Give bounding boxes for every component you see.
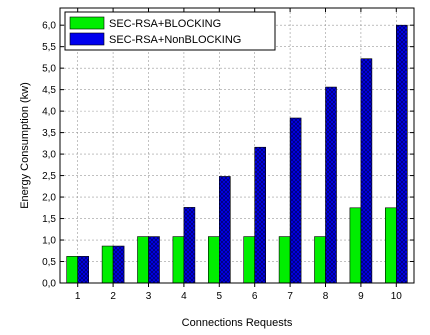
axis-ticks: 0,0 0,5 1,0 1,5 2,0 2,5 3,0 3,5 4,0 4,5 5,0 5,5 6,0 1… [42, 8, 414, 302]
bar-nonblocking [325, 86, 337, 284]
y-tick-label: 2,0 [42, 193, 56, 204]
y-axis-title: Energy Consumption (kw) [19, 82, 31, 209]
y-tick-label: 4,5 [42, 85, 56, 96]
y-tick-label: 5,5 [42, 42, 56, 53]
bar-nonblocking [112, 245, 125, 284]
x-tick-label: 6 [252, 291, 258, 302]
legend-label-blocking: SEC-RSA+BLOCKING [109, 18, 221, 30]
x-tick-label: 8 [323, 291, 329, 302]
y-tick-label: 0,0 [42, 279, 56, 290]
y-tick-label: 5,0 [42, 64, 56, 75]
bar-blocking [243, 236, 255, 284]
y-tick-label: 6,0 [42, 21, 56, 32]
plot-frame [59, 7, 415, 284]
bar-nonblocking [219, 176, 231, 284]
bar-blocking [314, 236, 326, 284]
bar-blocking [172, 236, 185, 284]
bar-nonblocking [254, 146, 266, 284]
bar-nonblocking [77, 256, 89, 284]
bar-nonblocking [289, 117, 302, 284]
y-tick-label: 2,5 [42, 171, 56, 182]
bar-blocking [66, 256, 78, 284]
bar-blocking [384, 207, 397, 284]
bar-nonblocking [360, 58, 373, 284]
x-tick-label: 3 [146, 291, 152, 302]
bar-blocking [137, 236, 149, 284]
x-axis-title: Connections Requests [182, 317, 293, 329]
bar-blocking [101, 245, 114, 284]
y-tick-label: 4,0 [42, 107, 56, 118]
x-tick-label: 10 [391, 291, 403, 302]
x-tick-label: 5 [217, 291, 223, 302]
bar-nonblocking [148, 236, 160, 284]
bar-nonblocking [395, 24, 408, 284]
y-tick-label: 0,5 [42, 257, 56, 268]
legend: SEC-RSA+BLOCKING SEC-RSA+NonBLOCKING [64, 11, 276, 51]
bar-blocking [349, 207, 362, 284]
y-tick-label: 1,0 [42, 236, 56, 247]
y-tick-label: 3,0 [42, 150, 56, 161]
x-tick-label: 9 [358, 291, 364, 302]
bar-nonblocking [183, 207, 196, 284]
legend-swatch-nonblocking [69, 32, 105, 46]
x-tick-label: 1 [75, 291, 81, 302]
y-tick-label: 1,5 [42, 214, 56, 225]
x-tick-label: 4 [181, 291, 187, 302]
x-tick-label: 7 [287, 291, 293, 302]
x-tick-label: 2 [110, 291, 116, 302]
legend-swatch-blocking [69, 16, 105, 30]
legend-label-nonblocking: SEC-RSA+NonBLOCKING [109, 34, 241, 46]
bar-blocking [208, 236, 220, 284]
y-tick-label: 3,5 [42, 128, 56, 139]
bar-blocking [278, 236, 291, 284]
